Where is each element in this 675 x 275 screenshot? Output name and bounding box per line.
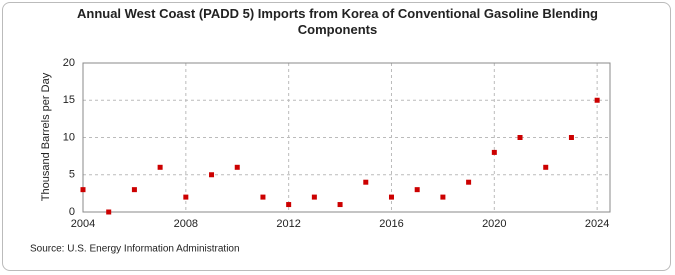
x-tick-label: 2016: [379, 218, 403, 230]
point: [491, 149, 497, 155]
point: [568, 135, 574, 140]
chart-title: Annual West Coast (PADD 5) Imports from …: [76, 6, 598, 37]
x-tick-label: 2020: [482, 218, 506, 230]
point: [466, 179, 472, 185]
y-axis-label: Thousand Barrels per Day: [40, 72, 52, 201]
point: [234, 164, 240, 170]
point: [183, 194, 189, 200]
point: [260, 194, 266, 200]
point: [388, 194, 394, 200]
point: [131, 187, 137, 193]
y-tick-label: 0: [69, 206, 75, 218]
point: [209, 172, 215, 178]
point: [337, 202, 343, 208]
point: [106, 209, 112, 215]
source: Source: U.S. Energy Information Administ…: [30, 244, 240, 255]
point: [543, 164, 549, 170]
frame: [2, 2, 671, 271]
y-tick-label: 20: [63, 57, 75, 69]
x-tick-label: 2008: [174, 218, 198, 230]
y-tick-label: 15: [63, 94, 75, 106]
point: [311, 194, 317, 200]
point: [157, 164, 163, 170]
point: [440, 194, 446, 200]
x-tick-label: 2024: [585, 218, 609, 230]
point: [363, 179, 369, 185]
point: [594, 97, 600, 103]
point: [80, 187, 86, 193]
x-tick-label: 2012: [276, 218, 300, 230]
y-tick-label: 10: [63, 131, 75, 143]
point: [414, 187, 420, 193]
x-tick-label: 2004: [71, 218, 95, 230]
point: [286, 202, 292, 208]
plot-border: [82, 62, 611, 213]
y-tick-label: 5: [69, 169, 75, 181]
point: [517, 135, 523, 140]
